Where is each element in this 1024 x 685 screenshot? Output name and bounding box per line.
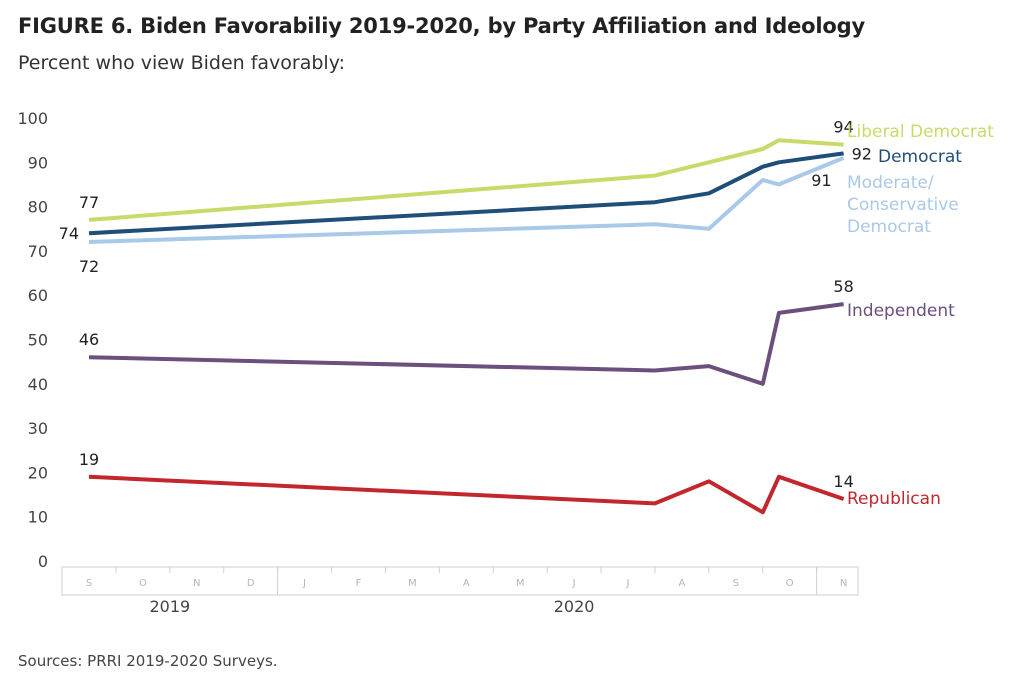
x-tick-label: O (786, 578, 794, 589)
year-label: 2020 (554, 597, 595, 616)
data-label: 19 (79, 450, 99, 469)
y-tick-label: 20 (28, 463, 48, 482)
chart-title: FIGURE 6. Biden Favorabiliy 2019-2020, b… (18, 14, 865, 38)
y-tick-label: 100 (17, 109, 48, 128)
series-line-3 (88, 302, 844, 386)
x-tick-label: A (463, 578, 470, 589)
x-tick-label: A (678, 578, 685, 589)
legend-label: Moderate/Conservative Democrat (847, 173, 959, 237)
data-label: 58 (833, 277, 853, 296)
y-tick-label: 80 (28, 198, 48, 217)
legend: Liberal Democrat Democrat Moderate/Conserv… (847, 122, 994, 509)
x-axis-strip (61, 566, 859, 596)
value-labels: 77 94 74 92 72 91 46 58 19 14 (59, 118, 872, 491)
x-tick-label: J (572, 578, 576, 589)
data-label: 72 (79, 257, 99, 276)
data-label: 74 (59, 224, 79, 243)
y-tick-label: 0 (38, 552, 48, 571)
series-line-4 (88, 474, 845, 515)
data-label: 46 (79, 330, 99, 349)
series-line-0 (88, 138, 844, 222)
x-tick-label: M (516, 578, 525, 589)
x-tick-label: F (356, 578, 362, 589)
y-tick-label: 40 (28, 375, 48, 394)
legend-label: Liberal Democrat (847, 122, 994, 142)
y-tick-label: 10 (28, 508, 48, 527)
data-label: 77 (79, 193, 99, 212)
legend-label: Independent (847, 301, 955, 321)
x-tick-label: J (626, 578, 630, 589)
data-label: 92 (852, 144, 872, 163)
y-tick-label: 70 (28, 242, 48, 261)
x-tick-label: N (840, 578, 847, 589)
x-tick-label: J (302, 578, 306, 589)
y-tick-label: 30 (28, 419, 48, 438)
x-tick-label: O (139, 578, 147, 589)
x-tick-label: S (733, 578, 739, 589)
data-label: 94 (833, 118, 853, 137)
series-line-2 (88, 156, 845, 244)
x-tick-label: S (86, 578, 92, 589)
x-tick-label: D (247, 578, 255, 589)
x-tick-label: N (193, 578, 200, 589)
data-label: 91 (811, 171, 831, 190)
series-lines (88, 138, 845, 515)
year-label: 2019 (149, 597, 190, 616)
series-line-1 (88, 151, 844, 236)
data-label: 14 (833, 472, 853, 491)
legend-label: Republican (847, 489, 941, 509)
chart-subtitle: Percent who view Biden favorably: (18, 52, 345, 74)
y-axis: 0 10 20 30 40 50 60 70 80 90 100 (17, 109, 48, 571)
y-tick-label: 90 (28, 153, 48, 172)
y-tick-label: 50 (28, 331, 48, 350)
legend-label: Democrat (878, 147, 962, 167)
source-note: Sources: PRRI 2019-2020 Surveys. (18, 652, 278, 670)
y-tick-label: 60 (28, 286, 48, 305)
x-tick-label: M (408, 578, 417, 589)
